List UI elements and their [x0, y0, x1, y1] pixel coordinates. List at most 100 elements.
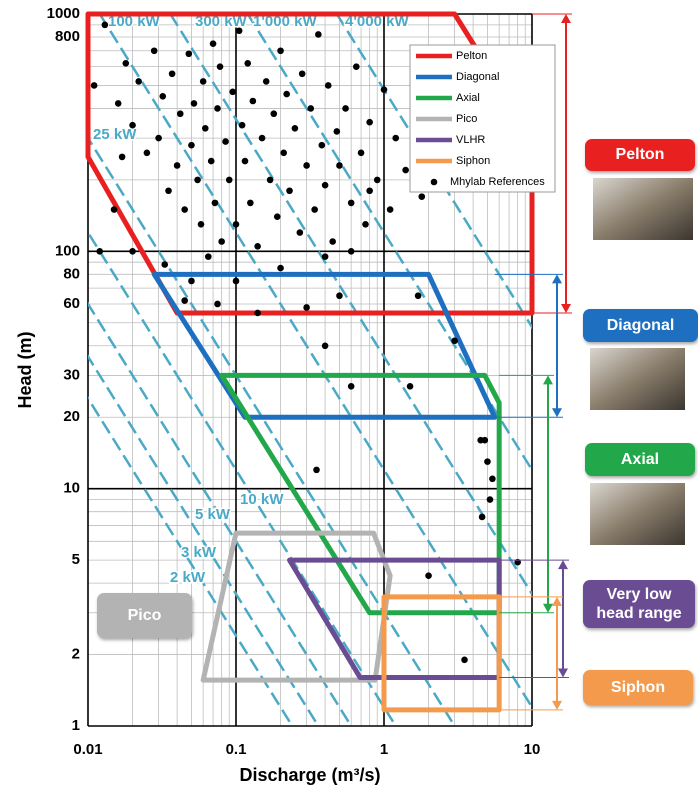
reference-point — [329, 238, 336, 245]
reference-point — [143, 149, 151, 157]
reference-point — [313, 466, 320, 474]
reference-point — [205, 253, 212, 260]
reference-point — [190, 100, 198, 107]
y-tick-label: 60 — [63, 295, 80, 312]
reference-point — [188, 277, 195, 285]
y-tick-label: 1 — [72, 717, 80, 734]
legend-label: VLHR — [456, 134, 485, 146]
reference-point — [477, 436, 484, 444]
reference-point — [402, 166, 409, 174]
reference-point — [373, 176, 381, 184]
reference-point — [150, 47, 158, 55]
reference-point — [181, 297, 188, 304]
reference-point — [315, 31, 322, 38]
legend-label: Mhylab References — [450, 176, 545, 188]
region-outline — [200, 530, 393, 683]
reference-point — [161, 261, 169, 268]
power-line — [88, 230, 397, 726]
reference-point — [286, 187, 293, 195]
x-tick-label: 0.1 — [226, 741, 247, 758]
reference-point — [201, 124, 209, 132]
y-tick-label: 80 — [63, 265, 80, 282]
region-label: Axial — [585, 443, 695, 476]
reference-point — [461, 656, 468, 664]
reference-point — [262, 78, 270, 85]
reference-point — [280, 149, 287, 157]
reference-point — [303, 162, 310, 169]
reference-point — [277, 264, 284, 272]
reference-point — [222, 138, 229, 145]
turbine-photo — [590, 483, 685, 545]
legend-label: Siphon — [456, 155, 490, 167]
arrow-head — [558, 668, 568, 678]
reference-point — [254, 309, 261, 317]
reference-point — [273, 213, 281, 220]
reference-point — [486, 496, 494, 503]
arrow-head — [558, 560, 568, 570]
arrow-head — [543, 375, 553, 385]
region-outline — [219, 372, 502, 616]
reference-point — [418, 193, 426, 200]
y-tick-label: 1000 — [47, 5, 80, 22]
reference-point — [414, 292, 422, 300]
reference-point — [199, 78, 207, 85]
reference-point — [238, 121, 246, 129]
x-tick-label: 10 — [524, 741, 541, 758]
y-tick-label: 20 — [63, 408, 80, 425]
arrow-head — [552, 596, 562, 606]
reference-point — [235, 27, 243, 35]
reference-point — [129, 248, 136, 255]
reference-point — [101, 21, 109, 29]
reference-point — [296, 229, 304, 236]
legend: Pelton Diagonal Axial Pico VLHR Siphon Mhylab … — [409, 44, 556, 193]
arrow-head — [561, 14, 571, 23]
arrow-head — [552, 274, 562, 284]
turbine-photo — [590, 348, 685, 410]
reference-point — [324, 82, 332, 89]
reference-point — [185, 50, 193, 58]
reference-point — [96, 248, 104, 255]
reference-point — [386, 206, 394, 213]
reference-point — [188, 141, 195, 149]
legend-label: Diagonal — [456, 71, 499, 83]
y-tick-label: 800 — [55, 28, 80, 45]
reference-point — [168, 70, 176, 78]
reference-point — [211, 199, 219, 207]
reference-point — [342, 105, 349, 112]
arrow-head — [552, 408, 562, 418]
arrow-head — [543, 603, 553, 613]
reference-point — [266, 176, 274, 184]
x-axis-title: Discharge (m³/s) — [239, 765, 380, 785]
reference-point — [362, 220, 369, 228]
reference-point — [303, 304, 310, 311]
reference-point — [214, 300, 221, 308]
reference-point — [291, 124, 299, 132]
reference-point — [321, 181, 329, 189]
arrow-head — [552, 700, 562, 710]
reference-point — [173, 162, 181, 169]
reference-point — [197, 220, 205, 228]
reference-point — [155, 134, 162, 142]
reference-point — [478, 513, 486, 521]
reference-point — [229, 88, 237, 96]
reference-point — [366, 187, 373, 195]
reference-point — [241, 157, 249, 165]
reference-point — [176, 110, 184, 118]
reference-point — [207, 157, 215, 165]
legend-label: Pico — [456, 113, 477, 125]
y-tick-label: 100 — [55, 242, 80, 259]
region-label: Pico — [97, 593, 192, 638]
legend-label: Axial — [456, 92, 480, 104]
reference-point — [333, 128, 341, 135]
y-tick-label: 10 — [63, 480, 80, 497]
reference-point — [194, 176, 201, 184]
reference-point — [321, 253, 329, 260]
region-label: Siphon — [583, 670, 693, 705]
power-label: 10 kW — [240, 491, 284, 508]
region-outline — [381, 594, 502, 713]
reference-point — [366, 118, 373, 126]
reference-point — [406, 382, 414, 390]
reference-point — [232, 220, 240, 228]
reference-point — [258, 134, 266, 142]
